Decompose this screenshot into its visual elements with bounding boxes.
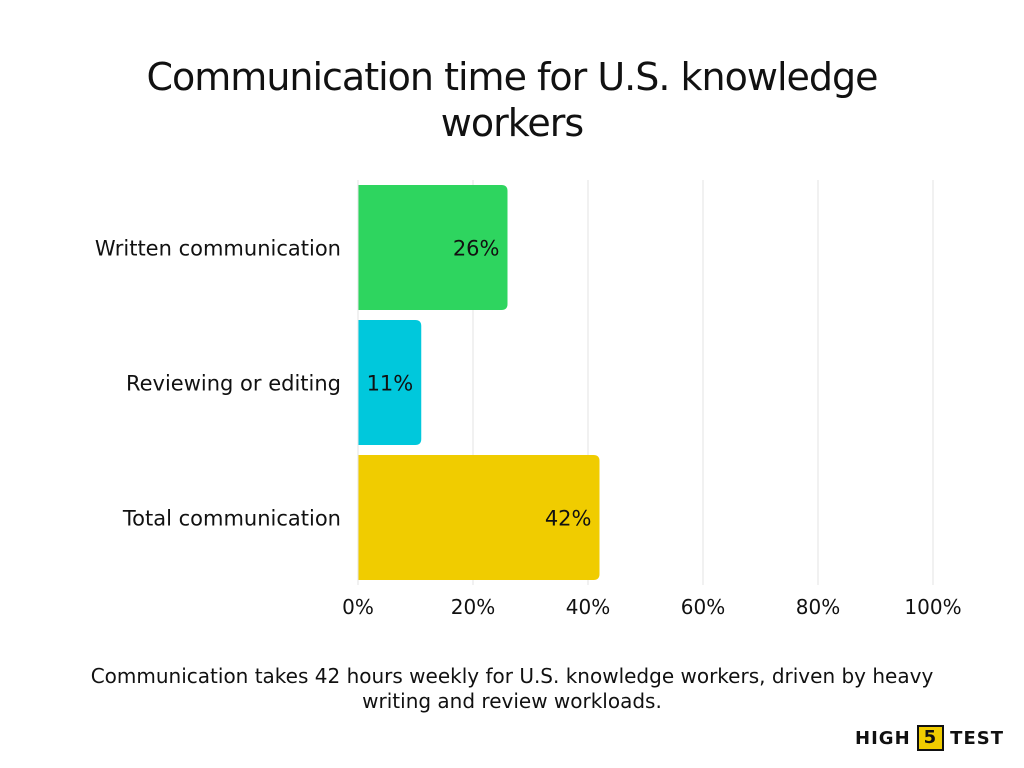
- category-label: Total communication: [122, 507, 341, 531]
- chart-title: Communication time for U.S. knowledge wo…: [146, 55, 879, 145]
- x-tick-label: 60%: [681, 595, 725, 619]
- data-label: 42%: [545, 507, 592, 531]
- bar-total-communication: [358, 455, 600, 580]
- x-tick-label: 40%: [566, 595, 610, 619]
- bar-reviewing-or-editing: [358, 320, 422, 445]
- x-tick-label: 0%: [342, 595, 374, 619]
- category-label: Reviewing or editing: [126, 372, 341, 396]
- category-label: Written communication: [95, 237, 341, 261]
- x-tick-label: 80%: [796, 595, 840, 619]
- x-tick-label: 20%: [451, 595, 495, 619]
- x-tick-label: 100%: [904, 595, 961, 619]
- chart-caption: Communication takes 42 hours weekly for …: [90, 664, 934, 713]
- data-label: 26%: [453, 237, 500, 261]
- brand-word-right: TEST: [950, 727, 1004, 749]
- brand-word-left: HIGH: [855, 727, 911, 749]
- brand-logo: HIGH 5 TEST: [855, 724, 1004, 752]
- bar-written-communication: [358, 185, 508, 310]
- brand-number-box: 5: [916, 725, 945, 751]
- data-label: 11%: [367, 372, 414, 396]
